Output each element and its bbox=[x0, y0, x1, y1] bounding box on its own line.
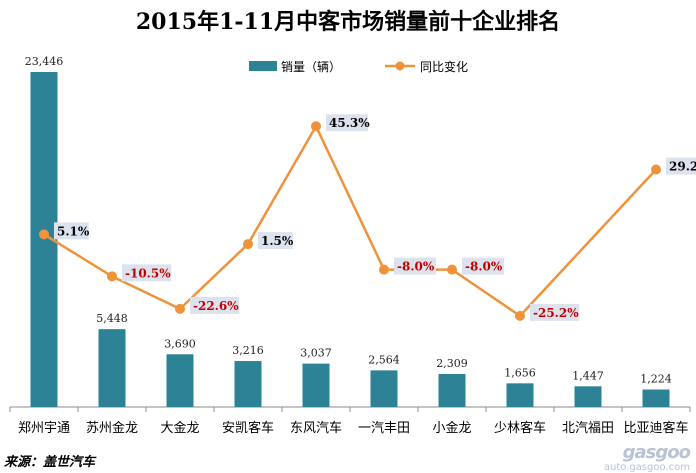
gasgoo-watermark: gasgoo auto.gasgoo.com bbox=[603, 442, 691, 473]
line-value-label: -10.5% bbox=[125, 266, 171, 280]
line-point-2 bbox=[175, 303, 185, 314]
bar-1 bbox=[98, 329, 126, 407]
bar-5 bbox=[370, 370, 398, 407]
bar-value-label: 3,216 bbox=[232, 344, 264, 357]
bar-value-label: 1,224 bbox=[640, 373, 672, 386]
bar-8 bbox=[574, 386, 602, 407]
bar-value-label: 5,448 bbox=[96, 312, 128, 325]
line-point-1 bbox=[107, 271, 117, 282]
chart-title: 2015年1-11月中客市场销量前十企业排名 bbox=[135, 9, 561, 35]
x-tick-label: 少林客车 bbox=[494, 420, 546, 436]
x-tick-label: 郑州宇通 bbox=[18, 421, 70, 436]
line-label-bg bbox=[326, 114, 368, 132]
line-value-label: 45.3% bbox=[329, 116, 370, 130]
legend-bar-label: 销量（辆） bbox=[281, 60, 341, 74]
legend-bar-swatch bbox=[249, 61, 277, 71]
legend-line-label: 同比变化 bbox=[420, 59, 468, 74]
legend-line-marker bbox=[395, 61, 405, 71]
bar-value-label: 3,690 bbox=[164, 337, 196, 350]
line-label-bg bbox=[258, 232, 293, 250]
bar-3 bbox=[234, 361, 262, 407]
x-tick-label: 安凯客车 bbox=[222, 420, 274, 436]
line-point-4 bbox=[311, 121, 321, 132]
bar-value-label: 3,037 bbox=[300, 347, 332, 360]
line-value-label: 5.1% bbox=[57, 224, 90, 238]
x-tick-label: 比亚迪客车 bbox=[623, 420, 688, 436]
bar-9 bbox=[642, 389, 670, 407]
x-tick-label: 大金龙 bbox=[160, 420, 199, 436]
bar-7 bbox=[506, 383, 534, 407]
line-value-label: 1.5% bbox=[261, 234, 294, 248]
line-value-label: -22.6% bbox=[193, 299, 239, 313]
line-label-bg bbox=[122, 264, 172, 282]
line-point-9 bbox=[651, 164, 661, 175]
watermark-url: auto.gasgoo.com bbox=[603, 462, 690, 473]
line-point-0 bbox=[39, 229, 49, 240]
line-label-bg bbox=[666, 157, 696, 175]
x-tick-label: 一汽丰田 bbox=[358, 421, 410, 436]
bar-value-label: 2,309 bbox=[436, 357, 468, 370]
x-tick-label: 东风汽车 bbox=[290, 420, 342, 436]
watermark-logo: gasgoo bbox=[622, 442, 691, 463]
line-point-5 bbox=[379, 264, 389, 275]
line-label-bg bbox=[530, 303, 580, 321]
source-note: 来源：盖世汽车 bbox=[4, 455, 96, 470]
bar-value-label: 1,447 bbox=[572, 369, 604, 382]
x-tick-label: 苏州金龙 bbox=[86, 420, 138, 436]
line-value-label: 29.2% bbox=[669, 160, 696, 174]
bar-value-label: 2,564 bbox=[368, 353, 400, 366]
line-value-label: -8.0% bbox=[397, 260, 435, 274]
bar-6 bbox=[438, 374, 466, 407]
bar-value-label: 23,446 bbox=[25, 55, 64, 68]
line-value-label: -8.0% bbox=[465, 260, 503, 274]
line-label-bg bbox=[462, 257, 504, 275]
line-label-bg bbox=[394, 257, 436, 275]
bar-2 bbox=[166, 354, 194, 407]
line-series-path bbox=[43, 124, 657, 318]
line-label-bg bbox=[190, 296, 240, 314]
bar-4 bbox=[302, 363, 330, 407]
line-value-label: -25.2% bbox=[533, 306, 579, 320]
line-point-7 bbox=[515, 310, 525, 321]
line-point-6 bbox=[447, 264, 457, 275]
bar-value-label: 1,656 bbox=[504, 366, 536, 379]
line-point-3 bbox=[243, 239, 253, 250]
x-tick-label: 北汽福田 bbox=[562, 421, 614, 436]
x-tick-label: 小金龙 bbox=[432, 420, 471, 436]
line-label-bg bbox=[54, 222, 89, 240]
